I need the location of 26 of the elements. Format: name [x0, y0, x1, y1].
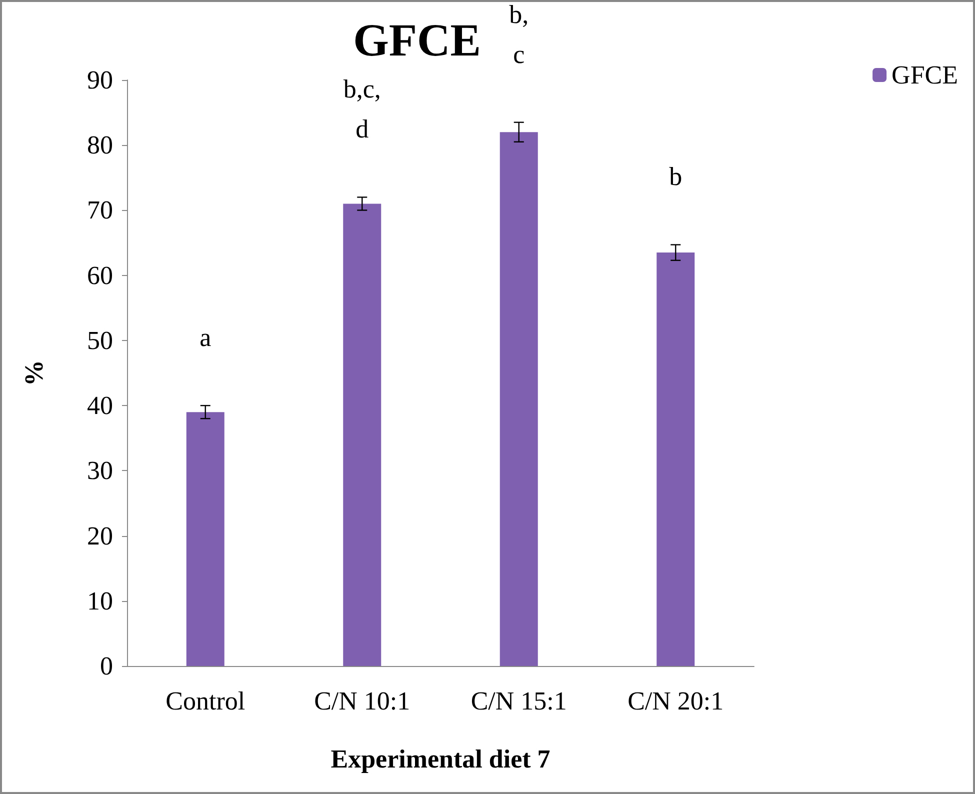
text: b, c	[509, 0, 529, 69]
y-tick-label: 0	[100, 652, 113, 680]
y-axis-title: %	[20, 360, 48, 386]
y-tick-label: 40	[87, 391, 113, 420]
y-tick-label: 30	[87, 456, 113, 486]
y-tick-label: 70	[87, 196, 113, 225]
x-tick-label: C/N 10:1	[314, 686, 410, 716]
annotation: b	[669, 162, 682, 192]
y-tick-label: 20	[87, 521, 113, 550]
bar	[186, 412, 224, 666]
y-tick-label: 10	[87, 586, 113, 616]
y-tick-label: 60	[87, 260, 113, 290]
x-tick-label: Control	[166, 686, 246, 716]
x-tick-label: C/N 20:1	[628, 686, 724, 716]
annotation: a	[200, 323, 212, 352]
x-tick-label: C/N 15:1	[470, 686, 567, 716]
y-tick-label: 50	[87, 326, 113, 355]
bar	[500, 132, 538, 666]
bar	[656, 252, 695, 666]
y-tick-label: 80	[87, 130, 113, 160]
y-tick-label: 90	[87, 66, 113, 94]
bar	[343, 204, 382, 666]
x-axis-title: Experimental diet 7	[330, 744, 550, 774]
chart-title: GFCE	[353, 14, 481, 66]
legend-label: GFCE	[892, 60, 958, 90]
annotation: b,c, d	[343, 74, 381, 144]
